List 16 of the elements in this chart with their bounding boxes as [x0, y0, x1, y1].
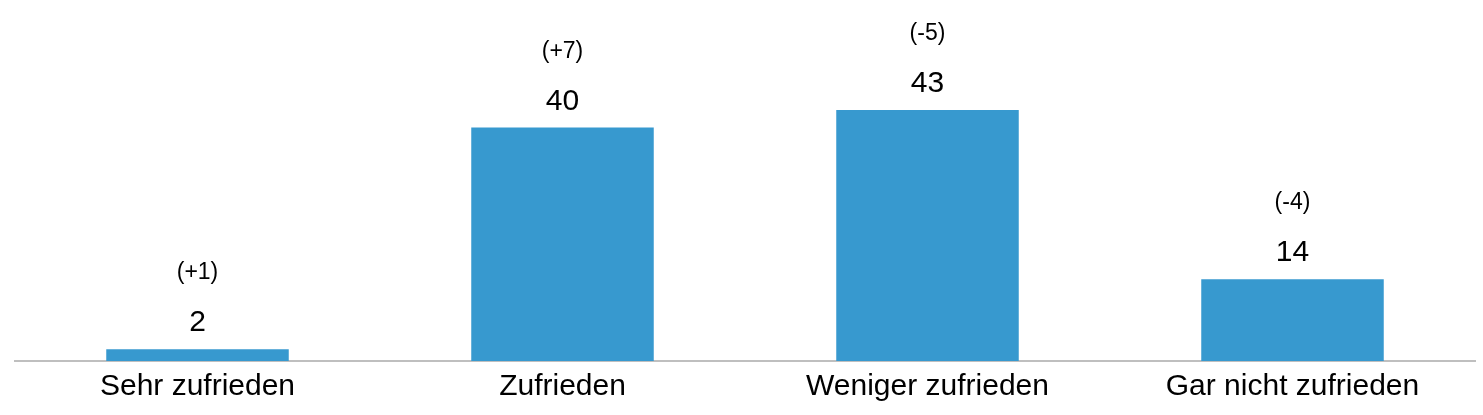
annotation: (-4) — [1274, 188, 1311, 215]
x-tick-label: Gar nicht zufrieden — [1165, 368, 1420, 402]
data-label: 14 — [1275, 234, 1310, 268]
bar — [836, 110, 1019, 361]
annotation: (+7) — [541, 36, 584, 63]
annotation: (+1) — [176, 258, 219, 285]
data-label: 43 — [910, 65, 945, 98]
x-tick-label: Zufrieden — [499, 368, 626, 402]
data-label: 2 — [189, 304, 206, 338]
x-tick-label: Weniger zufrieden — [806, 368, 1049, 402]
bar — [106, 349, 289, 361]
annotation: (-5) — [909, 19, 946, 45]
x-tick-label: Sehr zufrieden — [99, 368, 296, 402]
data-label: 40 — [545, 82, 580, 116]
bar — [471, 127, 654, 361]
bar — [1201, 279, 1384, 361]
